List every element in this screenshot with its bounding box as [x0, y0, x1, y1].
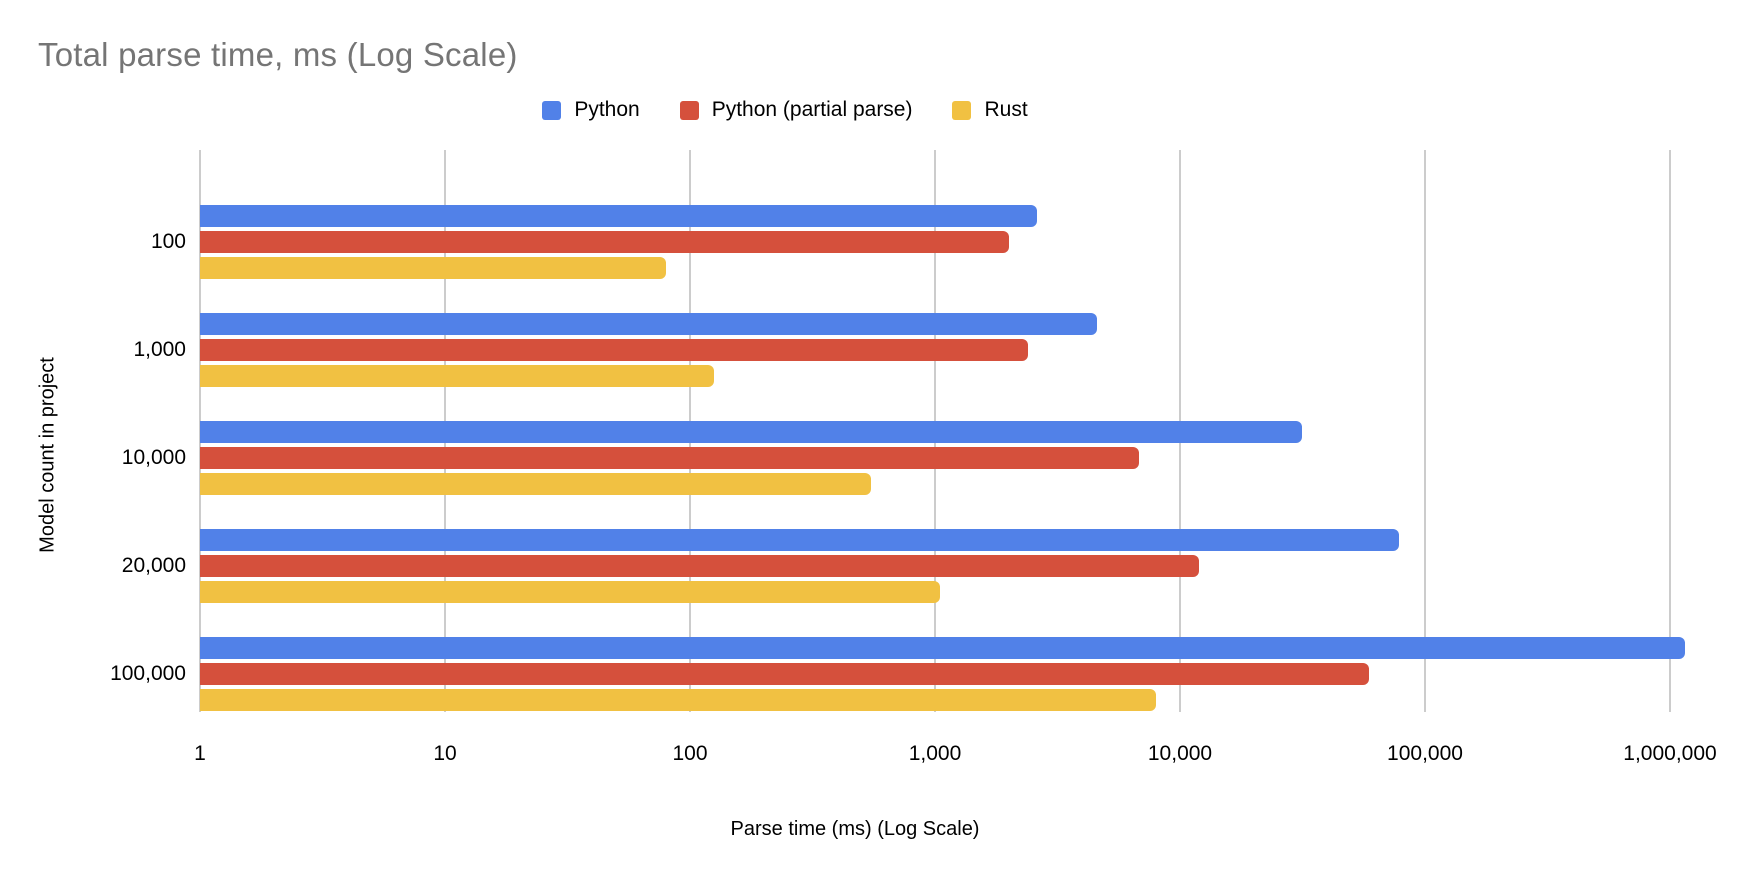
x-tick-label: 1 [194, 742, 206, 765]
bar-python-1-000 [200, 313, 1098, 335]
bar-python-20-000 [200, 529, 1399, 551]
bar-rust-100-000 [200, 689, 1157, 711]
y-category-label: 1,000 [133, 338, 186, 361]
y-category-label: 100,000 [110, 662, 186, 685]
legend-item-python-partial-parse: Python (partial parse) [679, 98, 913, 122]
chart-title: Total parse time, ms (Log Scale) [38, 36, 518, 73]
bar-python-partial-parse-1-000 [200, 339, 1029, 361]
x-tick-label: 1,000,000 [1623, 742, 1717, 765]
y-category-label: 10,000 [121, 446, 186, 469]
legend-label: Python [574, 98, 640, 121]
bar-python-10-000 [200, 421, 1303, 443]
bar-python-100-000 [200, 637, 1685, 659]
bar-rust-1-000 [200, 365, 714, 387]
legend-swatch-icon [679, 100, 699, 120]
legend-swatch-icon [542, 100, 562, 120]
legend-label: Rust [984, 98, 1028, 121]
x-tick-label: 1,000 [908, 742, 962, 765]
x-tick-label: 10,000 [1147, 742, 1213, 765]
bar-python-partial-parse-10-000 [200, 447, 1139, 469]
y-category-label: 100 [150, 230, 186, 253]
bar-rust-10-000 [200, 473, 872, 495]
gridline [1424, 150, 1426, 712]
legend: Python Python (partial parse) Rust [0, 98, 1570, 122]
bar-rust-20-000 [200, 581, 941, 603]
legend-label: Python (partial parse) [711, 98, 913, 121]
x-axis-title: Parse time (ms) (Log Scale) [730, 818, 980, 840]
x-tick-label: 100,000 [1387, 742, 1463, 765]
bar-python-partial-parse-100 [200, 231, 1009, 253]
y-axis-title: Model count in project [36, 357, 59, 553]
legend-swatch-icon [952, 100, 972, 120]
bar-rust-100 [200, 257, 667, 279]
y-category-label: 20,000 [121, 554, 186, 577]
bar-python-100 [200, 205, 1037, 227]
bar-python-partial-parse-100-000 [200, 663, 1369, 685]
bar-python-partial-parse-20-000 [200, 555, 1200, 577]
legend-item-python: Python [542, 98, 640, 122]
x-tick-label: 100 [672, 742, 708, 765]
legend-item-rust: Rust [952, 98, 1028, 122]
gridline [1669, 150, 1671, 712]
x-tick-label: 10 [433, 742, 457, 765]
